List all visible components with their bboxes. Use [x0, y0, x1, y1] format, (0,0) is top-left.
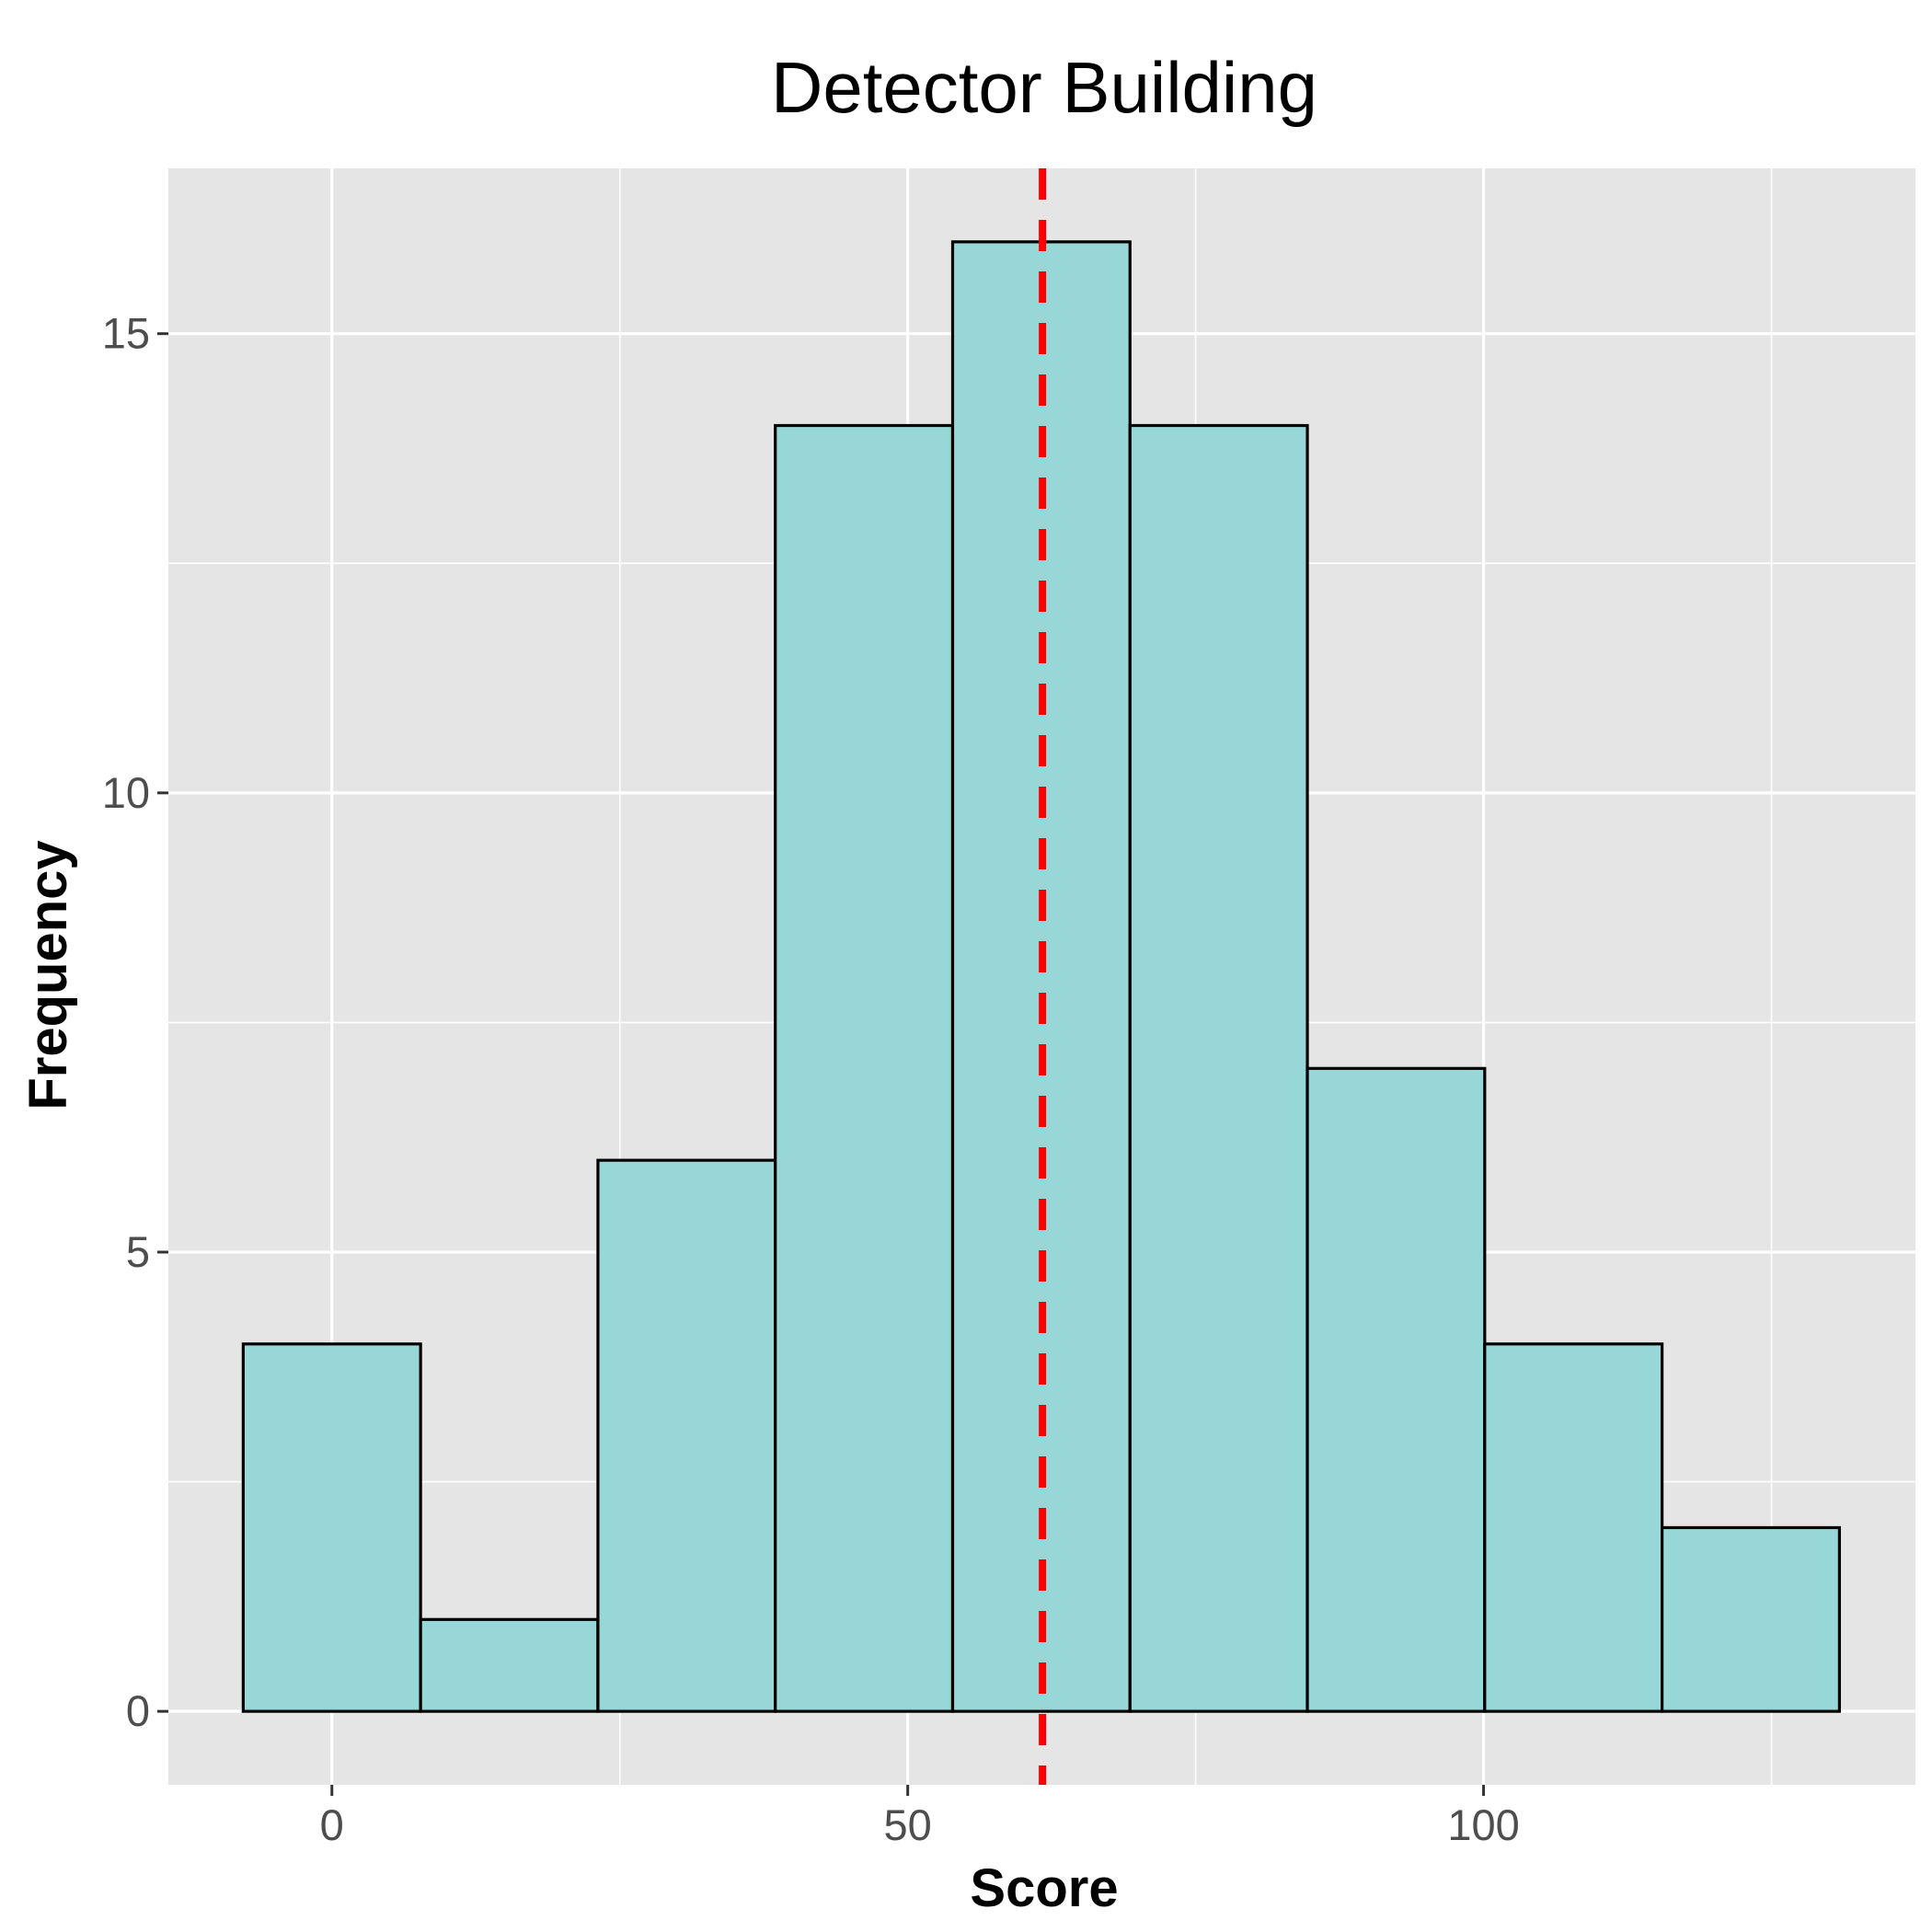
- histogram-bar-5: [1128, 423, 1309, 1713]
- y-tick-label: 15: [102, 309, 150, 358]
- histogram-bars: [241, 240, 1841, 1713]
- y-tick-label: 5: [126, 1227, 150, 1276]
- x-tick-label: 0: [320, 1800, 344, 1849]
- histogram-bar-8: [1661, 1525, 1841, 1713]
- x-axis: 0 50 100: [320, 1785, 1520, 1849]
- histogram-bar-3: [774, 423, 955, 1713]
- x-tick-label: 50: [884, 1800, 932, 1849]
- x-tick-label: 100: [1447, 1800, 1519, 1849]
- histogram-bar-4: [950, 240, 1132, 1713]
- histogram-bar-0: [241, 1342, 422, 1713]
- chart-title: Detector Building: [771, 47, 1317, 128]
- histogram-bar-7: [1483, 1342, 1664, 1713]
- y-tick-label: 10: [102, 768, 150, 817]
- y-tick-label: 0: [126, 1686, 150, 1735]
- y-axis: 0 5 10 15: [102, 309, 168, 1735]
- histogram-bar-6: [1305, 1066, 1487, 1713]
- histogram-bar-2: [596, 1158, 777, 1713]
- x-axis-title: Score: [970, 1858, 1118, 1918]
- histogram-bar-1: [419, 1617, 600, 1713]
- y-axis-title: Frequency: [18, 840, 78, 1110]
